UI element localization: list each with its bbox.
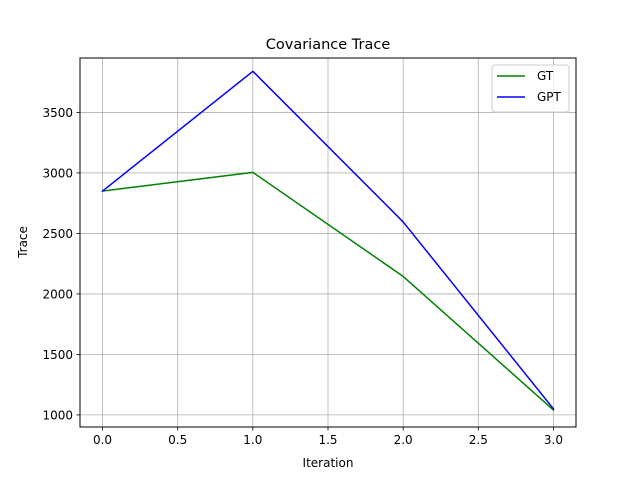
x-tick-label: 1.0	[243, 433, 262, 447]
x-tick-label: 0.5	[168, 433, 187, 447]
x-tick-label: 1.5	[318, 433, 337, 447]
y-tick-label: 3500	[42, 106, 73, 120]
x-axis-label: Iteration	[303, 456, 354, 470]
legend-box	[491, 64, 570, 113]
y-tick-label: 2500	[42, 227, 73, 241]
x-tick-label: 3.0	[544, 433, 563, 447]
grid	[80, 58, 576, 427]
y-tick-label: 1000	[42, 408, 73, 422]
y-axis-label: Trace	[16, 226, 30, 259]
y-tick-label: 2000	[42, 287, 73, 301]
series-line-gt	[101, 171, 555, 412]
legend-label-gpt: GPT	[537, 90, 562, 104]
legend: GT GPT	[491, 64, 570, 113]
x-axis-ticks: 0.0 0.5 1.0 1.5 2.0 2.5 3.0	[93, 427, 563, 447]
y-axis-ticks: 1000 1500 2000 2500 3000 3500	[42, 106, 80, 422]
chart-title: Covariance Trace	[266, 37, 391, 53]
x-tick-label: 2.0	[394, 433, 413, 447]
series-line-gpt	[101, 70, 555, 410]
y-tick-label: 3000	[42, 166, 73, 180]
x-tick-label: 0.0	[93, 433, 112, 447]
y-tick-label: 1500	[42, 348, 73, 362]
x-tick-label: 2.5	[469, 433, 488, 447]
series-lines	[101, 70, 555, 412]
legend-label-gt: GT	[537, 69, 554, 83]
